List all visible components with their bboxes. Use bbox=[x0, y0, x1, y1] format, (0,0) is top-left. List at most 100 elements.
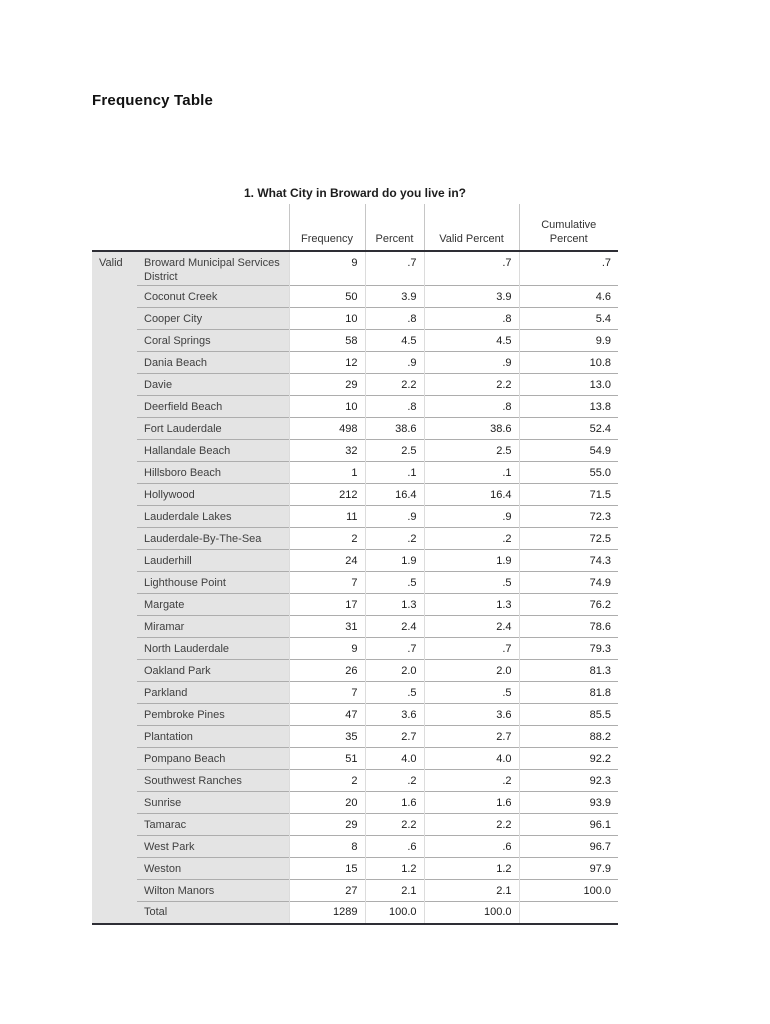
frequency-value: 7 bbox=[288, 681, 365, 704]
table-row: Hallandale Beach 32 2.5 2.5 54.9 bbox=[92, 439, 618, 462]
frequency-value: 20 bbox=[288, 791, 365, 814]
percent-value: 2.4 bbox=[364, 615, 424, 638]
table-row: Sunrise 20 1.6 1.6 93.9 bbox=[92, 791, 618, 814]
table-row: Lighthouse Point 7.5.5 74.9 bbox=[92, 571, 618, 594]
cumulative-percent-value: 96.7 bbox=[518, 835, 618, 858]
percent-value: .9 bbox=[364, 505, 424, 528]
column-header-frequency: Frequency bbox=[288, 204, 365, 252]
frequency-value: 9 bbox=[288, 637, 365, 660]
cumulative-percent-value: 54.9 bbox=[518, 439, 618, 462]
row-label: Hallandale Beach bbox=[137, 439, 289, 462]
row-label: Oakland Park bbox=[137, 659, 289, 682]
percent-value: .7 bbox=[364, 251, 424, 286]
cumulative-percent-value: 92.3 bbox=[518, 769, 618, 792]
row-label: Cooper City bbox=[137, 307, 289, 330]
table-row: Lauderdale Lakes 11.9.9 72.3 bbox=[92, 505, 618, 528]
cumulative-percent-value: 79.3 bbox=[518, 637, 618, 660]
table-title: 1. What City in Broward do you live in? bbox=[243, 186, 467, 200]
valid-percent-value: 2.1 bbox=[423, 879, 519, 902]
percent-value: 1.3 bbox=[364, 593, 424, 616]
percent-value: .9 bbox=[364, 351, 424, 374]
frequency-value: 32 bbox=[288, 439, 365, 462]
row-label: Pompano Beach bbox=[137, 747, 289, 770]
cumulative-percent-value: 72.5 bbox=[518, 527, 618, 550]
valid-percent-value: .9 bbox=[423, 351, 519, 374]
row-label: West Park bbox=[137, 835, 289, 858]
percent-value: 2.0 bbox=[364, 659, 424, 682]
cumulative-percent-value: 13.8 bbox=[518, 395, 618, 418]
valid-percent-value: 2.5 bbox=[423, 439, 519, 462]
table-row: Parkland 7.5.5 81.8 bbox=[92, 681, 618, 704]
percent-value: 2.1 bbox=[364, 879, 424, 902]
cumulative-percent-value: 92.2 bbox=[518, 747, 618, 770]
percent-value: .2 bbox=[364, 769, 424, 792]
row-label: Lauderhill bbox=[137, 549, 289, 572]
row-label: Margate bbox=[137, 593, 289, 616]
cumulative-percent-value: 74.3 bbox=[518, 549, 618, 572]
frequency-value: 212 bbox=[288, 483, 365, 506]
valid-percent-value: 4.5 bbox=[423, 329, 519, 352]
column-header-percent: Percent bbox=[364, 204, 424, 252]
table-row: Plantation 35 2.7 2.7 88.2 bbox=[92, 725, 618, 748]
percent-value: 3.6 bbox=[364, 703, 424, 726]
cumulative-percent-value: 55.0 bbox=[518, 461, 618, 484]
frequency-table-block: 1. What City in Broward do you live in? … bbox=[92, 186, 618, 925]
valid-percent-value: .5 bbox=[423, 681, 519, 704]
row-label: Plantation bbox=[137, 725, 289, 748]
table-row: Hillsboro Beach 1.1.1 55.0 bbox=[92, 461, 618, 484]
frequency-value: 29 bbox=[288, 373, 365, 396]
frequency-value: 9 bbox=[288, 251, 365, 286]
table-row: Margate 17 1.3 1.3 76.2 bbox=[92, 593, 618, 616]
table-row: Fort Lauderdale 498 38.6 38.6 52.4 bbox=[92, 417, 618, 440]
cumulative-percent-value: 13.0 bbox=[518, 373, 618, 396]
valid-percent-value: 2.4 bbox=[423, 615, 519, 638]
frequency-value: 10 bbox=[288, 395, 365, 418]
frequency-value: 47 bbox=[288, 703, 365, 726]
percent-value: .7 bbox=[364, 637, 424, 660]
row-label: Lighthouse Point bbox=[137, 571, 289, 594]
table-row: Lauderdale-By-The-Sea 2.2.2 72.5 bbox=[92, 527, 618, 550]
frequency-value: 10 bbox=[288, 307, 365, 330]
column-header-cumulative-percent: Cumulative Percent bbox=[518, 204, 618, 252]
frequency-value: 17 bbox=[288, 593, 365, 616]
percent-value: 38.6 bbox=[364, 417, 424, 440]
row-label: Hollywood bbox=[137, 483, 289, 506]
valid-percent-value: 3.6 bbox=[423, 703, 519, 726]
frequency-value: 8 bbox=[288, 835, 365, 858]
percent-value: .6 bbox=[364, 835, 424, 858]
table-row: Davie 29 2.2 2.2 13.0 bbox=[92, 373, 618, 396]
valid-percent-value: 38.6 bbox=[423, 417, 519, 440]
percent-value: 2.2 bbox=[364, 373, 424, 396]
valid-percent-value: .8 bbox=[423, 307, 519, 330]
cumulative-percent-value: 93.9 bbox=[518, 791, 618, 814]
cumulative-percent-value: 76.2 bbox=[518, 593, 618, 616]
row-label: Pembroke Pines bbox=[137, 703, 289, 726]
frequency-value: 58 bbox=[288, 329, 365, 352]
row-label: Davie bbox=[137, 373, 289, 396]
percent-value: 3.9 bbox=[364, 285, 424, 308]
cumulative-percent-value: 88.2 bbox=[518, 725, 618, 748]
cumulative-percent-value: 10.8 bbox=[518, 351, 618, 374]
total-percent-value: 100.0 bbox=[364, 901, 424, 924]
table-row: Pembroke Pines 47 3.6 3.6 85.5 bbox=[92, 703, 618, 726]
valid-percent-value: .2 bbox=[423, 769, 519, 792]
percent-value: .5 bbox=[364, 571, 424, 594]
frequency-value: 2 bbox=[288, 527, 365, 550]
valid-percent-value: 1.2 bbox=[423, 857, 519, 880]
cumulative-percent-value: 52.4 bbox=[518, 417, 618, 440]
frequency-value: 27 bbox=[288, 879, 365, 902]
valid-stub-label: Valid bbox=[92, 251, 137, 924]
section-heading: Frequency Table bbox=[92, 92, 214, 109]
valid-percent-value: .7 bbox=[423, 251, 519, 286]
valid-percent-value: .5 bbox=[423, 571, 519, 594]
frequency-table: Frequency Percent Valid Percent Cumulati… bbox=[92, 204, 618, 925]
percent-value: 4.5 bbox=[364, 329, 424, 352]
frequency-value: 12 bbox=[288, 351, 365, 374]
cumulative-percent-value: 71.5 bbox=[518, 483, 618, 506]
frequency-value: 2 bbox=[288, 769, 365, 792]
valid-percent-value: .8 bbox=[423, 395, 519, 418]
table-row: West Park 8.6.6 96.7 bbox=[92, 835, 618, 858]
cumulative-percent-value: 4.6 bbox=[518, 285, 618, 308]
frequency-value: 29 bbox=[288, 813, 365, 836]
